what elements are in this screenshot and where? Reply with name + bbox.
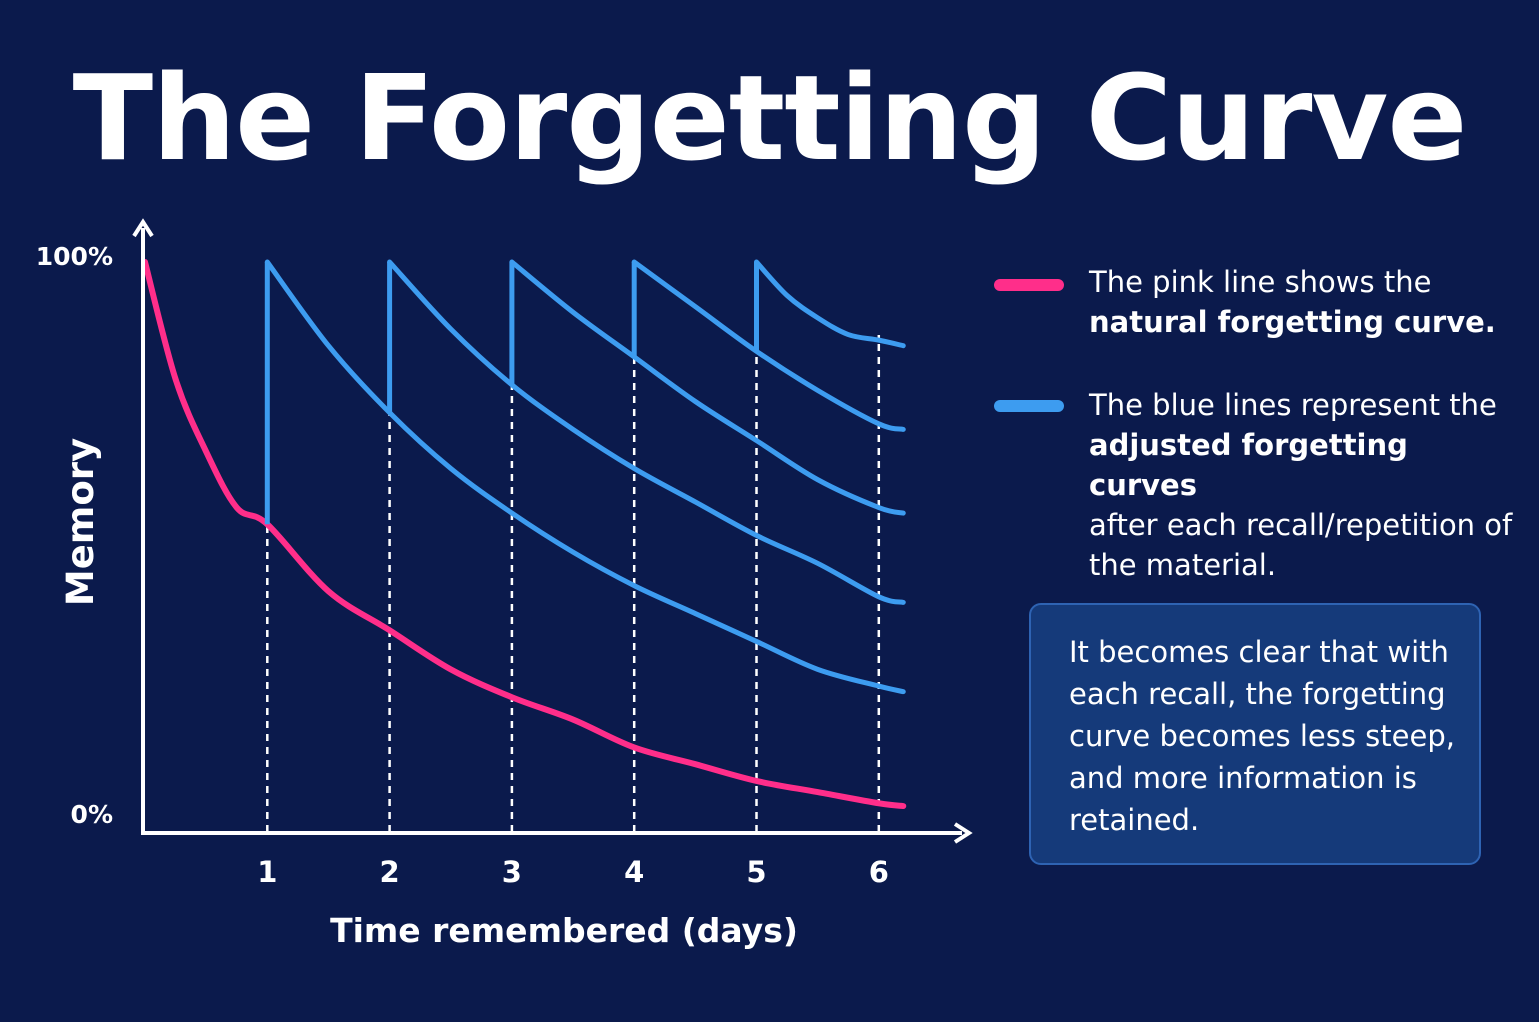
y-tick-label-min: 0% (71, 800, 113, 829)
guide-lines (266, 335, 881, 832)
x-axis-label: Time remembered (days) (330, 911, 798, 950)
blue-line-swatch (994, 400, 1064, 412)
adjusted-curve-line-2 (387, 259, 906, 605)
chart-axes (132, 218, 973, 844)
x-tick-label-1: 1 (257, 855, 277, 889)
info-box-text: It becomes clear that with each recall, … (1069, 635, 1455, 837)
x-tick-label-2: 2 (380, 855, 400, 889)
x-tick-label-5: 5 (746, 855, 766, 889)
legend-pink-text: The pink line shows the natural forgetti… (1089, 265, 1496, 339)
legend-blue-text: The blue lines represent the adjusted fo… (1089, 388, 1513, 582)
adjusted-curve-line-4 (631, 259, 906, 432)
y-axis-label: Memory (59, 438, 102, 606)
tick-labels: 1 2 3 4 5 6 100% 0% (36, 242, 889, 889)
info-box: It becomes clear that with each recall, … (1029, 603, 1481, 865)
x-axis-arrow (953, 822, 973, 844)
legend-item-pink: The pink line shows the natural forgetti… (994, 262, 1514, 352)
x-tick-label-3: 3 (502, 855, 522, 889)
x-tick-label-4: 4 (624, 855, 644, 889)
pink-line-swatch (994, 279, 1064, 291)
natural-curve-line (142, 259, 907, 810)
y-tick-label-max: 100% (36, 242, 113, 271)
y-axis-arrow (132, 218, 154, 238)
legend-item-blue: The blue lines represent the adjusted fo… (994, 385, 1514, 582)
chart-series (142, 259, 907, 810)
adjusted-curve-line-5 (754, 259, 906, 349)
adjusted-curve-line-1 (264, 259, 906, 695)
adjusted-curve-line-3 (509, 259, 906, 516)
x-tick-label-6: 6 (869, 855, 889, 889)
page-title: The Forgetting Curve (72, 49, 1468, 187)
